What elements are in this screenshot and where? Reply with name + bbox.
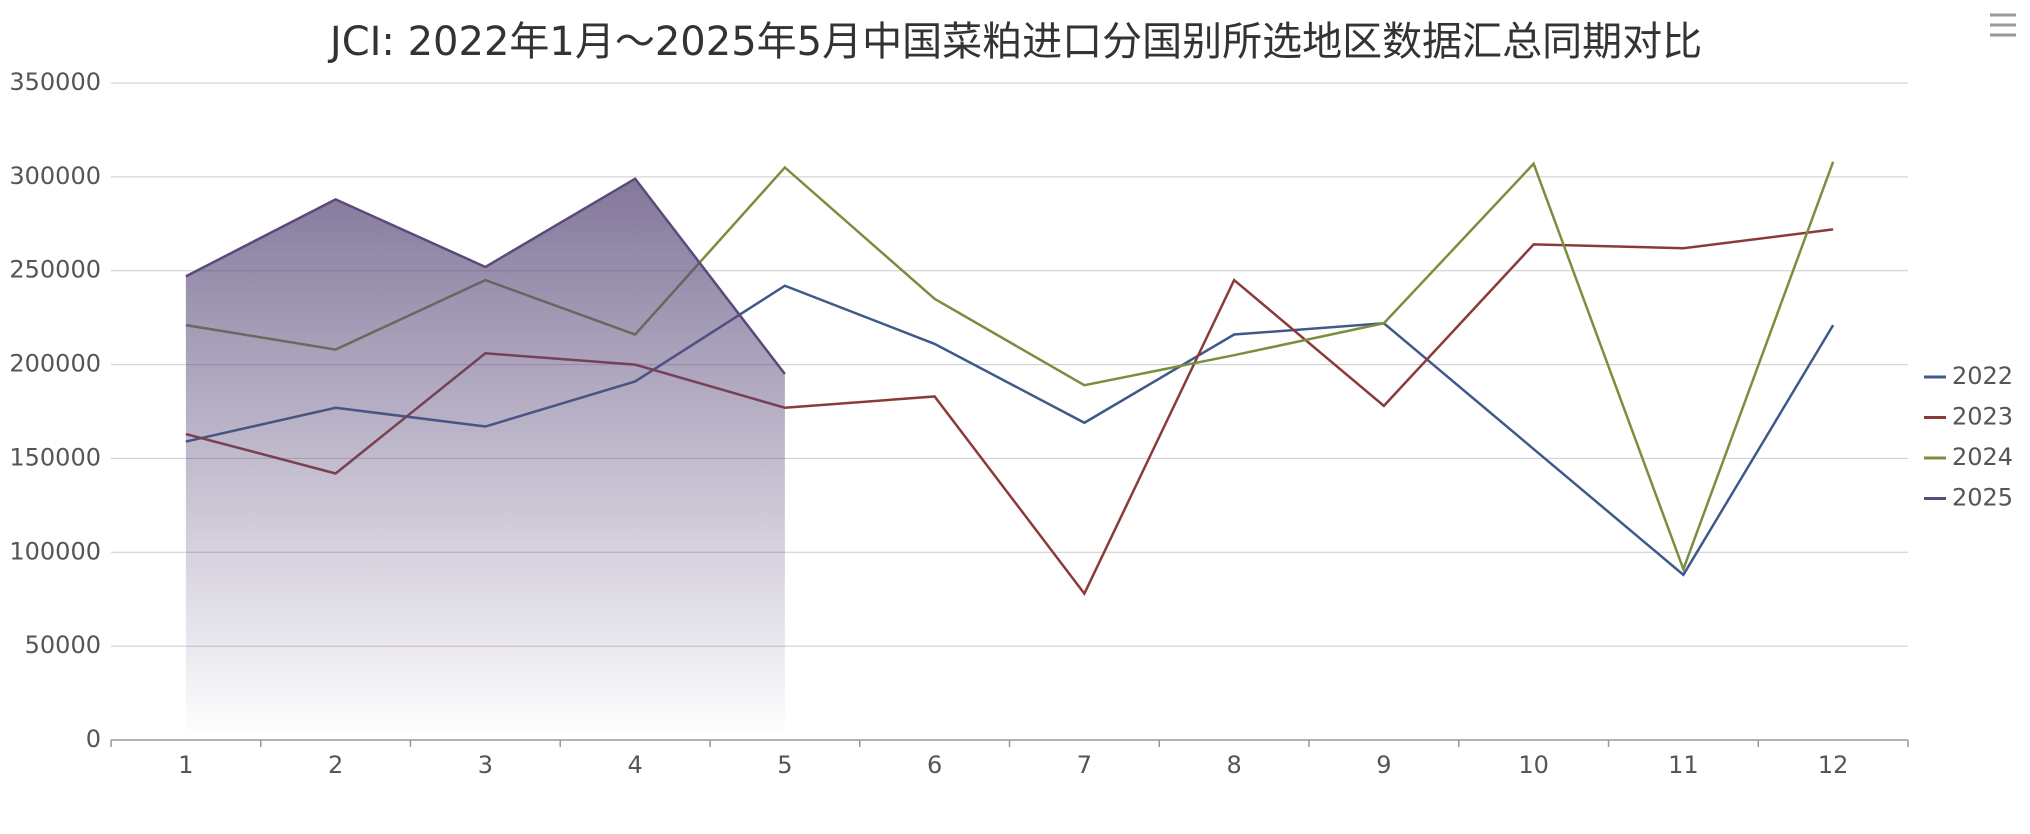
legend-label: 2022 [1952, 362, 2013, 390]
x-tick-label: 12 [1818, 751, 1849, 779]
x-tick-label: 1 [178, 751, 193, 779]
y-tick-label: 0 [86, 725, 101, 753]
x-tick-label: 7 [1077, 751, 1092, 779]
x-tick-label: 2 [328, 751, 343, 779]
x-tick-label: 8 [1226, 751, 1241, 779]
x-tick-label: 9 [1376, 751, 1391, 779]
y-tick-label: 200000 [9, 350, 101, 378]
x-tick-label: 4 [627, 751, 642, 779]
y-tick-label: 350000 [9, 68, 101, 96]
y-tick-label: 150000 [9, 443, 101, 471]
y-tick-label: 50000 [25, 631, 101, 659]
series-area [185, 178, 785, 741]
x-tick-label: 11 [1668, 751, 1699, 779]
y-tick-label: 250000 [9, 256, 101, 284]
menu-button[interactable] [1990, 13, 2016, 37]
x-tick-label: 3 [478, 751, 493, 779]
x-tick-label: 6 [927, 751, 942, 779]
legend-label: 2023 [1952, 403, 2013, 431]
y-tick-label: 100000 [9, 537, 101, 565]
legend-label: 2024 [1952, 443, 2013, 471]
x-tick-label: 5 [777, 751, 792, 779]
legend-label: 2025 [1952, 484, 2013, 512]
series-line [185, 177, 786, 375]
x-tick-label: 10 [1518, 751, 1549, 779]
chart-title: JCI: 2022年1月～2025年5月中国菜粕进口分国别所选地区数据汇总同期对… [327, 19, 1702, 65]
y-tick-label: 300000 [9, 162, 101, 190]
